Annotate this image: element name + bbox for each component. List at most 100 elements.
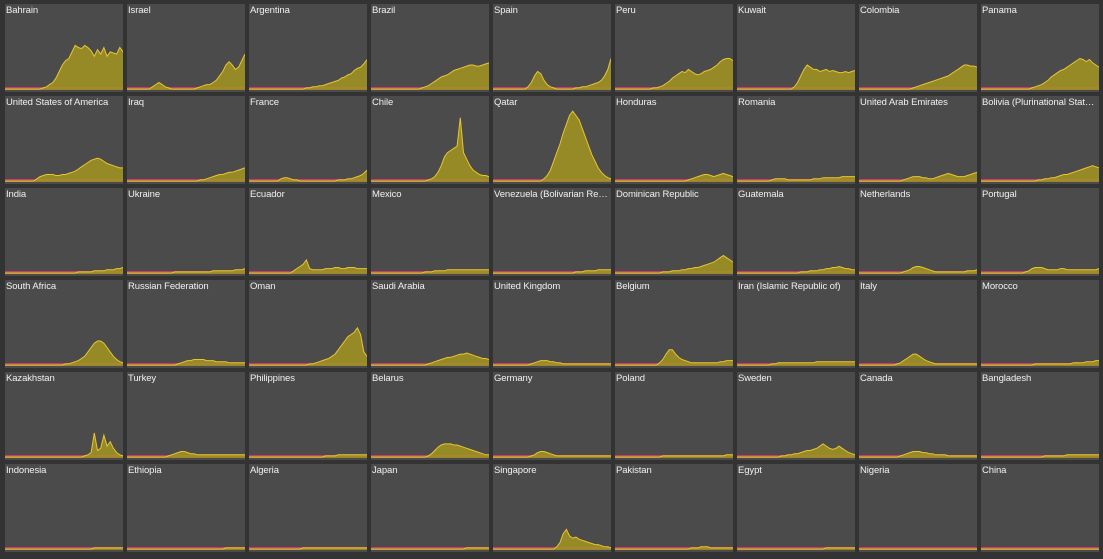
baseline-band bbox=[5, 271, 123, 273]
chart-tile[interactable]: Peru bbox=[615, 4, 733, 92]
chart-title: Ecuador bbox=[250, 189, 285, 200]
chart-tile[interactable]: Poland bbox=[615, 372, 733, 460]
area-chart bbox=[249, 454, 367, 458]
area-chart bbox=[493, 269, 611, 274]
series-area bbox=[127, 167, 245, 182]
chart-tile[interactable]: Morocco bbox=[981, 280, 1099, 368]
chart-tile[interactable]: Pakistan bbox=[615, 464, 733, 552]
area-chart bbox=[737, 547, 855, 550]
chart-tile[interactable]: France bbox=[249, 96, 367, 184]
chart-tile[interactable]: Russian Federation bbox=[127, 280, 245, 368]
chart-tile[interactable]: Honduras bbox=[615, 96, 733, 184]
chart-tile[interactable]: Mexico bbox=[371, 188, 489, 276]
chart-tile[interactable]: Kuwait bbox=[737, 4, 855, 92]
chart-tile[interactable]: Ethiopia bbox=[127, 464, 245, 552]
chart-tile[interactable]: Egypt bbox=[737, 464, 855, 552]
area-chart bbox=[737, 361, 855, 366]
area-chart bbox=[127, 451, 245, 458]
chart-tile[interactable]: Japan bbox=[371, 464, 489, 552]
chart-tile[interactable]: Guatemala bbox=[737, 188, 855, 276]
chart-tile[interactable]: Kazakhstan bbox=[5, 372, 123, 460]
chart-tile[interactable]: Italy bbox=[859, 280, 977, 368]
chart-tile[interactable]: Philippines bbox=[249, 372, 367, 460]
chart-tile[interactable]: Indonesia bbox=[5, 464, 123, 552]
chart-tile[interactable]: Dominican Republic bbox=[615, 188, 733, 276]
chart-tile[interactable]: United Arab Emirates bbox=[859, 96, 977, 184]
chart-tile[interactable]: United States of America bbox=[5, 96, 123, 184]
chart-tile[interactable]: Brazil bbox=[371, 4, 489, 92]
series-line bbox=[981, 165, 1099, 182]
chart-tile[interactable]: India bbox=[5, 188, 123, 276]
chart-tile[interactable]: Argentina bbox=[249, 4, 367, 92]
series-line bbox=[249, 258, 367, 274]
series-area bbox=[371, 443, 489, 458]
area-chart bbox=[981, 57, 1099, 90]
baseline-band bbox=[127, 87, 245, 89]
chart-tile[interactable]: Algeria bbox=[249, 464, 367, 552]
chart-tile[interactable]: Netherlands bbox=[859, 188, 977, 276]
series-line bbox=[5, 44, 123, 90]
area-chart bbox=[371, 269, 489, 274]
chart-title: Kuwait bbox=[738, 5, 766, 16]
chart-tile[interactable]: Bahrain bbox=[5, 4, 123, 92]
series-line bbox=[249, 326, 367, 366]
series-line bbox=[493, 269, 611, 274]
area-chart bbox=[249, 258, 367, 274]
series-line bbox=[737, 547, 855, 550]
chart-tile[interactable]: Bangladesh bbox=[981, 372, 1099, 460]
series-line bbox=[859, 451, 977, 458]
area-chart bbox=[493, 528, 611, 550]
series-line bbox=[737, 361, 855, 366]
chart-tile[interactable]: Sweden bbox=[737, 372, 855, 460]
chart-tile[interactable]: Israel bbox=[127, 4, 245, 92]
chart-tile[interactable]: Portugal bbox=[981, 188, 1099, 276]
chart-tile[interactable]: Bolivia (Plurinational State of) bbox=[981, 96, 1099, 184]
chart-tile[interactable]: Ukraine bbox=[127, 188, 245, 276]
chart-title: Kazakhstan bbox=[6, 373, 55, 384]
chart-tile[interactable]: Ecuador bbox=[249, 188, 367, 276]
series-line bbox=[5, 340, 123, 366]
chart-tile[interactable]: Iran (Islamic Republic of) bbox=[737, 280, 855, 368]
chart-tile[interactable]: Spain bbox=[493, 4, 611, 92]
series-line bbox=[493, 528, 611, 550]
chart-title: Egypt bbox=[738, 465, 762, 476]
chart-tile[interactable]: Germany bbox=[493, 372, 611, 460]
area-chart bbox=[371, 117, 489, 182]
series-line bbox=[615, 454, 733, 458]
series-area bbox=[371, 353, 489, 366]
series-area bbox=[371, 62, 489, 90]
series-line bbox=[737, 443, 855, 458]
area-chart bbox=[5, 44, 123, 90]
chart-tile[interactable]: Belgium bbox=[615, 280, 733, 368]
chart-tile[interactable]: Panama bbox=[981, 4, 1099, 92]
chart-tile[interactable]: Oman bbox=[249, 280, 367, 368]
chart-tile[interactable]: South Africa bbox=[5, 280, 123, 368]
area-chart bbox=[859, 266, 977, 274]
area-chart bbox=[371, 443, 489, 458]
chart-tile[interactable]: Nigeria bbox=[859, 464, 977, 552]
chart-tile[interactable]: Chile bbox=[371, 96, 489, 184]
chart-tile[interactable]: Belarus bbox=[371, 372, 489, 460]
series-line bbox=[615, 349, 733, 366]
baseline-band bbox=[5, 547, 123, 549]
chart-tile[interactable]: Colombia bbox=[859, 4, 977, 92]
chart-tile[interactable]: Qatar bbox=[493, 96, 611, 184]
chart-tile[interactable]: Canada bbox=[859, 372, 977, 460]
chart-tile[interactable]: Singapore bbox=[493, 464, 611, 552]
series-line bbox=[615, 254, 733, 274]
chart-tile[interactable]: Iraq bbox=[127, 96, 245, 184]
area-chart bbox=[859, 353, 977, 366]
chart-tile[interactable]: United Kingdom bbox=[493, 280, 611, 368]
area-chart bbox=[615, 546, 733, 550]
series-area bbox=[615, 349, 733, 366]
series-line bbox=[615, 546, 733, 550]
series-line bbox=[493, 451, 611, 458]
chart-tile[interactable]: China bbox=[981, 464, 1099, 552]
chart-tile[interactable]: Turkey bbox=[127, 372, 245, 460]
area-chart bbox=[249, 547, 367, 550]
chart-tile[interactable]: Saudi Arabia bbox=[371, 280, 489, 368]
chart-tile[interactable]: Romania bbox=[737, 96, 855, 184]
chart-title: Venezuela (Bolivarian Republic of) bbox=[494, 189, 609, 200]
chart-tile[interactable]: Venezuela (Bolivarian Republic of) bbox=[493, 188, 611, 276]
chart-title: South Africa bbox=[6, 281, 57, 292]
